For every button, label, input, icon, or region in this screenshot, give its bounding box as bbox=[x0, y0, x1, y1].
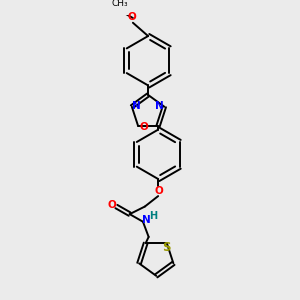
Text: CH₃: CH₃ bbox=[111, 0, 128, 8]
Text: O: O bbox=[128, 12, 136, 22]
Text: O: O bbox=[140, 122, 148, 132]
Text: N: N bbox=[142, 215, 151, 225]
Text: O: O bbox=[155, 186, 164, 196]
Text: S: S bbox=[162, 242, 170, 254]
Text: O: O bbox=[107, 200, 116, 210]
Text: H: H bbox=[149, 211, 158, 221]
Text: N: N bbox=[132, 101, 141, 111]
Text: N: N bbox=[155, 101, 164, 111]
